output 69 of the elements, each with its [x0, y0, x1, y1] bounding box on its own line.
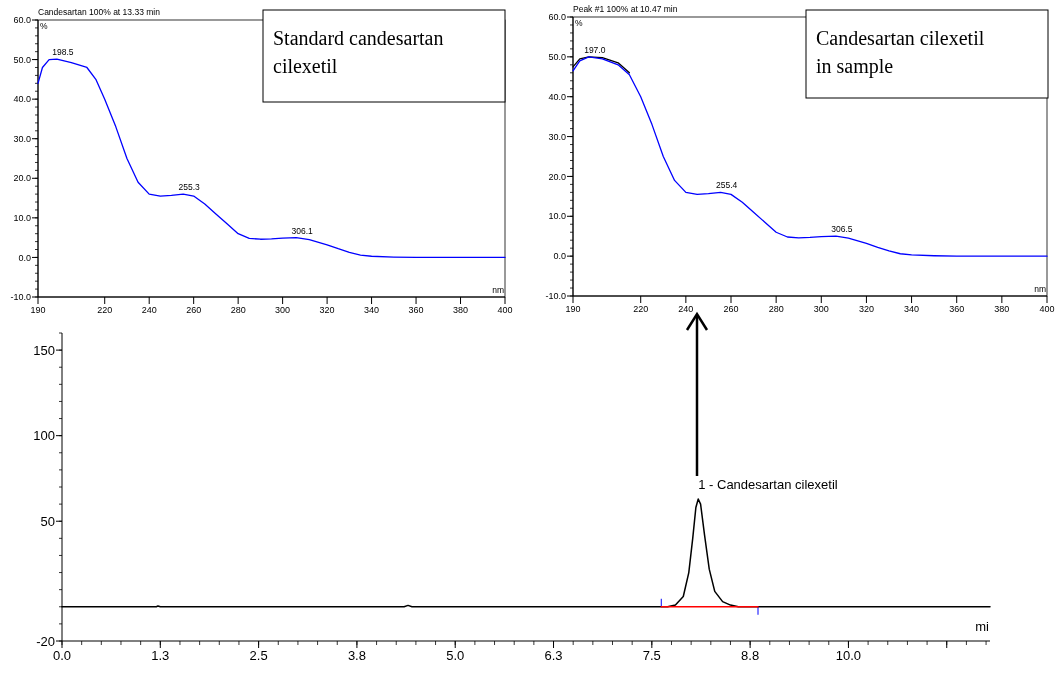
x-tick-label: 220 — [633, 304, 649, 315]
line-series — [572, 56, 1048, 257]
y-tick-label: 10.0 — [548, 211, 566, 222]
x-tick-label: 340 — [904, 304, 920, 315]
annotation: 197.0 — [584, 44, 606, 55]
y-tick-label: 10.0 — [13, 213, 31, 224]
y-tick-label: 20.0 — [13, 173, 31, 184]
y-tick-label: 30.0 — [548, 131, 566, 142]
x-tick-label: 2.5 — [249, 648, 268, 664]
y-tick-label: -20 — [36, 633, 55, 649]
y-tick-label: -10.0 — [10, 292, 31, 303]
y-tick-label: 30.0 — [13, 133, 31, 144]
x-tick-label: 360 — [408, 305, 424, 316]
y-tick-label: 100 — [33, 428, 55, 444]
x-axis-title: nm — [1034, 284, 1046, 294]
x-tick-label: 220 — [97, 305, 113, 316]
x-tick-label: 380 — [994, 304, 1010, 315]
x-tick-label: 320 — [858, 304, 874, 315]
y-tick-label: 50.0 — [13, 54, 31, 65]
y-tick-label: 50 — [40, 513, 55, 529]
line-series — [37, 58, 506, 259]
y-tick-label: 20.0 — [548, 171, 566, 182]
annotation: 198.5 — [52, 47, 74, 58]
annotation: 255.4 — [715, 180, 738, 191]
x-tick-label: 5.0 — [446, 648, 465, 664]
x-tick-label: 8.8 — [741, 648, 760, 664]
annotation: 306.1 — [291, 225, 314, 236]
y-tick-label: 40.0 — [548, 91, 566, 102]
x-tick-label: 190 — [565, 304, 581, 315]
x-tick-label: 340 — [364, 305, 380, 316]
x-tick-label: 280 — [768, 304, 784, 315]
chart-title: Peak #1 100% at 10.47 min — [573, 4, 678, 14]
annotation: 255.3 — [178, 182, 201, 193]
x-tick-label: 400 — [497, 305, 513, 316]
y-tick-label: 0.0 — [553, 251, 566, 262]
x-tick-label: 320 — [319, 305, 335, 316]
x-tick-label: 1.3 — [151, 648, 170, 664]
x-tick-label: 260 — [723, 304, 739, 315]
x-tick-label: 260 — [186, 305, 202, 316]
annotation: 1 - Candesartan cilexetil — [698, 476, 838, 492]
x-axis-title: nm — [492, 285, 504, 295]
x-tick-label: 300 — [275, 305, 291, 316]
y-axis-title: % — [575, 18, 583, 28]
x-tick-label: 400 — [1039, 304, 1055, 315]
annotation: Standard candesartan cilexetil — [273, 27, 444, 77]
annotation: Candesartan cilexetil in sample — [816, 27, 985, 78]
chart-title: Candesartan 100% at 13.33 min — [38, 7, 161, 17]
y-tick-label: 50.0 — [548, 52, 566, 63]
y-tick-label: 60.0 — [548, 12, 566, 23]
x-tick-label: 240 — [678, 304, 694, 315]
x-tick-label: 6.3 — [544, 648, 563, 664]
y-tick-label: 150 — [33, 342, 55, 358]
y-tick-label: 40.0 — [13, 94, 31, 105]
y-tick-label: 0.0 — [18, 252, 31, 263]
x-tick-label: 300 — [813, 304, 829, 315]
x-tick-label: 280 — [230, 305, 246, 316]
y-tick-label: 60.0 — [13, 15, 31, 26]
x-tick-label: 3.8 — [347, 648, 366, 664]
x-tick-label: 190 — [30, 305, 46, 316]
y-axis-title: % — [40, 21, 48, 31]
annotation: 306.5 — [831, 224, 853, 235]
x-tick-label: 7.5 — [642, 648, 661, 664]
x-tick-label: 240 — [141, 305, 157, 316]
x-tick-label: 0.0 — [52, 648, 72, 664]
y-tick-label: -10.0 — [545, 291, 566, 302]
x-tick-label: 380 — [453, 305, 469, 316]
x-tick-label: 10.0 — [835, 648, 862, 664]
x-axis-title: mi — [975, 619, 990, 634]
x-tick-label: 360 — [949, 304, 965, 315]
